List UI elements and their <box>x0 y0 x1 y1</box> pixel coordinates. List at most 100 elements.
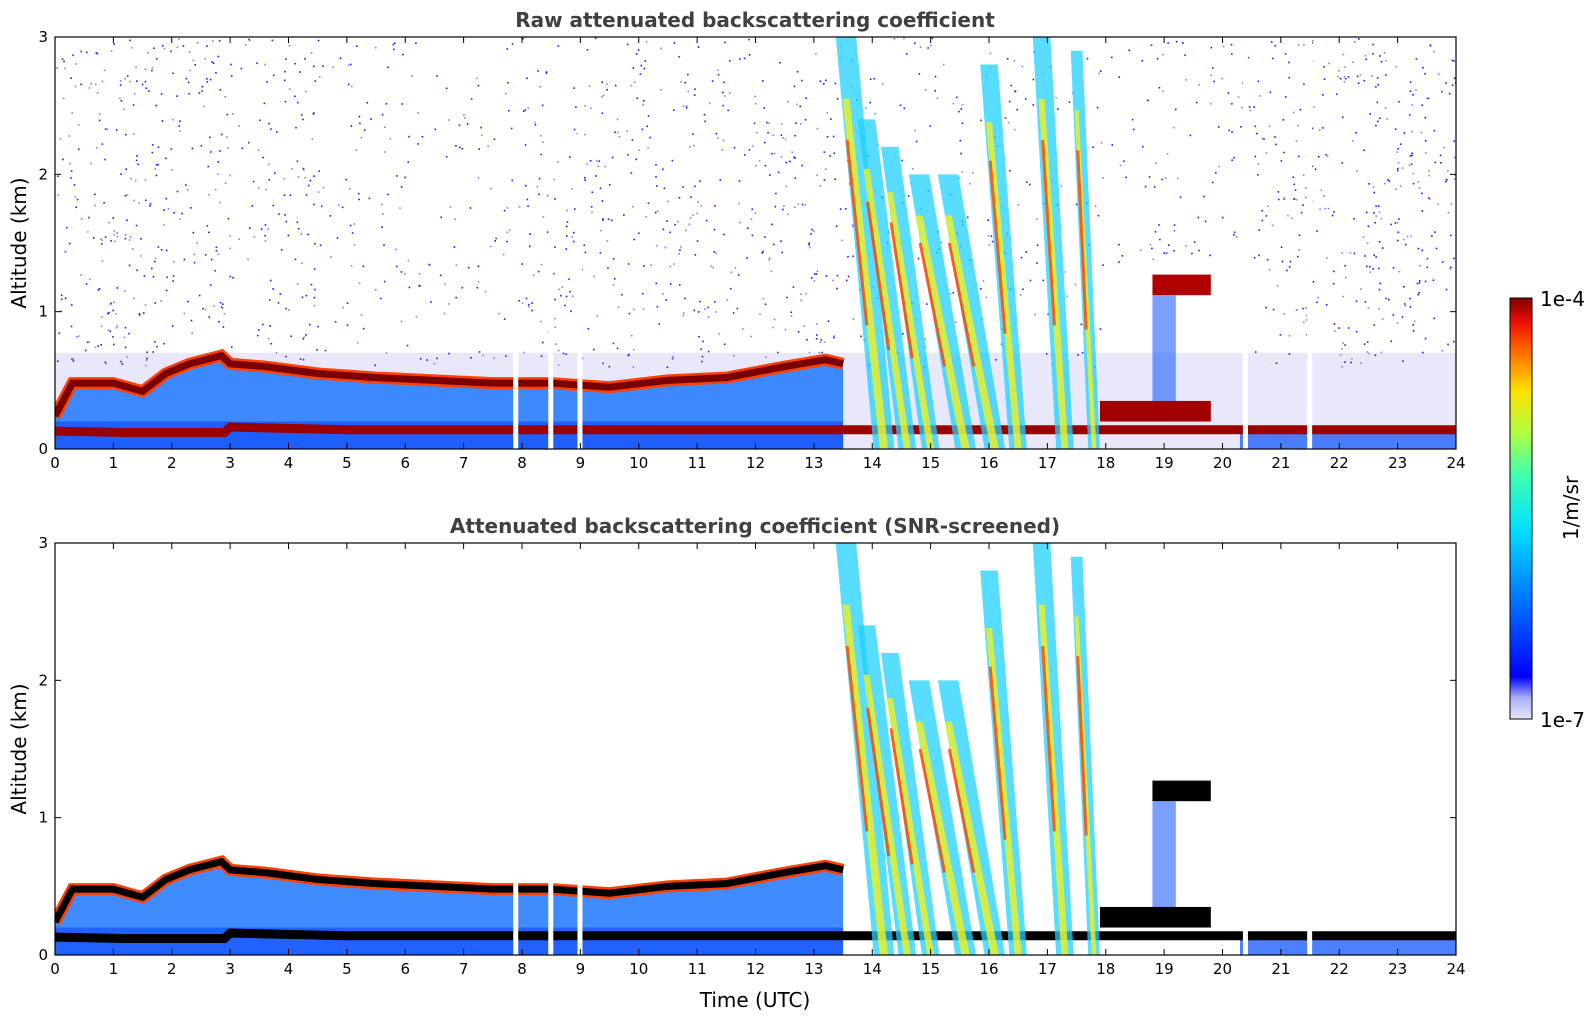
noise-speckle <box>553 272 555 275</box>
noise-speckle <box>768 257 771 260</box>
noise-speckle <box>283 194 286 197</box>
noise-speckle <box>1397 231 1400 234</box>
noise-speckle <box>723 343 726 346</box>
noise-speckle <box>161 120 164 122</box>
x-tick-label: 16 <box>979 454 998 472</box>
noise-speckle <box>1426 266 1429 269</box>
noise-speckle <box>687 73 689 76</box>
noise-speckle <box>155 163 158 166</box>
noise-speckle <box>521 302 524 304</box>
noise-speckle <box>1328 62 1330 65</box>
noise-speckle <box>790 311 793 314</box>
noise-speckle <box>154 260 156 263</box>
noise-speckle <box>63 60 65 63</box>
noise-speckle <box>349 187 351 190</box>
noise-speckle <box>196 41 199 44</box>
noise-speckle <box>767 131 769 134</box>
noise-speckle <box>1204 220 1207 223</box>
noise-speckle <box>825 275 828 277</box>
noise-speckle <box>554 326 557 328</box>
noise-speckle <box>207 193 210 196</box>
noise-speckle <box>684 81 687 84</box>
x-tick-label: 4 <box>284 454 294 472</box>
noise-speckle <box>576 132 578 135</box>
noise-speckle <box>521 263 524 265</box>
noise-speckle <box>1034 313 1036 316</box>
noise-speckle <box>187 81 190 84</box>
y-tick-label: 2 <box>38 165 48 183</box>
noise-speckle <box>1123 160 1125 163</box>
noise-speckle <box>1165 252 1168 255</box>
noise-speckle <box>113 233 115 236</box>
noise-speckle <box>264 224 267 226</box>
noise-speckle <box>991 240 994 243</box>
noise-speckle <box>1197 216 1200 219</box>
noise-speckle <box>229 247 232 250</box>
noise-speckle <box>88 216 90 219</box>
noise-speckle <box>383 244 385 247</box>
noise-speckle <box>1314 168 1317 171</box>
noise-speckle <box>627 354 630 357</box>
noise-speckle <box>554 198 556 200</box>
noise-speckle <box>610 219 613 222</box>
noise-speckle <box>1233 231 1236 234</box>
noise-speckle <box>1311 41 1313 44</box>
noise-speckle <box>1405 243 1407 246</box>
noise-speckle <box>476 286 479 289</box>
noise-speckle <box>125 168 128 170</box>
noise-speckle <box>1364 54 1367 57</box>
noise-speckle <box>339 57 342 60</box>
noise-speckle <box>1403 285 1405 288</box>
noise-speckle <box>631 139 634 141</box>
noise-speckle <box>701 360 703 363</box>
noise-speckle <box>540 263 543 266</box>
noise-speckle <box>1271 224 1274 227</box>
noise-speckle <box>1424 337 1427 340</box>
noise-speckle <box>1403 303 1406 305</box>
noise-speckle <box>599 252 602 254</box>
noise-speckle <box>430 301 432 303</box>
noise-speckle <box>1450 203 1453 205</box>
noise-speckle <box>464 116 466 119</box>
noise-speckle <box>183 312 186 315</box>
noise-speckle <box>1375 205 1377 207</box>
noise-speckle <box>1422 66 1424 69</box>
noise-speckle <box>801 203 804 206</box>
noise-speckle <box>1397 161 1400 164</box>
noise-speckle <box>1402 360 1404 362</box>
noise-speckle <box>834 178 836 181</box>
noise-speckle <box>140 255 142 257</box>
noise-speckle <box>834 82 837 85</box>
noise-speckle <box>1303 83 1305 86</box>
noise-speckle <box>647 146 649 149</box>
noise-speckle <box>961 103 964 106</box>
noise-speckle <box>384 126 386 128</box>
noise-speckle <box>1172 126 1175 129</box>
noise-speckle <box>1453 257 1455 260</box>
noise-speckle <box>764 303 767 306</box>
noise-speckle <box>666 220 668 222</box>
precipitation-peak <box>988 666 1007 840</box>
noise-speckle <box>1293 198 1296 200</box>
noise-speckle <box>1359 74 1362 76</box>
noise-speckle <box>1338 69 1340 72</box>
noise-speckle <box>1343 80 1346 83</box>
noise-speckle <box>1057 108 1059 110</box>
noise-speckle <box>584 133 586 136</box>
noise-speckle <box>1359 362 1362 364</box>
noise-speckle <box>827 320 830 323</box>
noise-speckle <box>971 172 974 174</box>
boundary-layer-top <box>55 351 844 418</box>
noise-speckle <box>69 162 71 165</box>
noise-speckle <box>1454 174 1456 176</box>
noise-speckle <box>128 264 131 267</box>
noise-speckle <box>214 188 217 191</box>
noise-speckle <box>557 161 559 163</box>
noise-speckle <box>475 77 478 80</box>
noise-speckle <box>700 204 703 207</box>
noise-speckle <box>155 104 158 107</box>
noise-speckle <box>224 96 226 98</box>
cloud-fallstreak <box>1152 295 1176 408</box>
noise-speckle <box>129 39 131 42</box>
noise-speckle <box>1449 268 1451 270</box>
